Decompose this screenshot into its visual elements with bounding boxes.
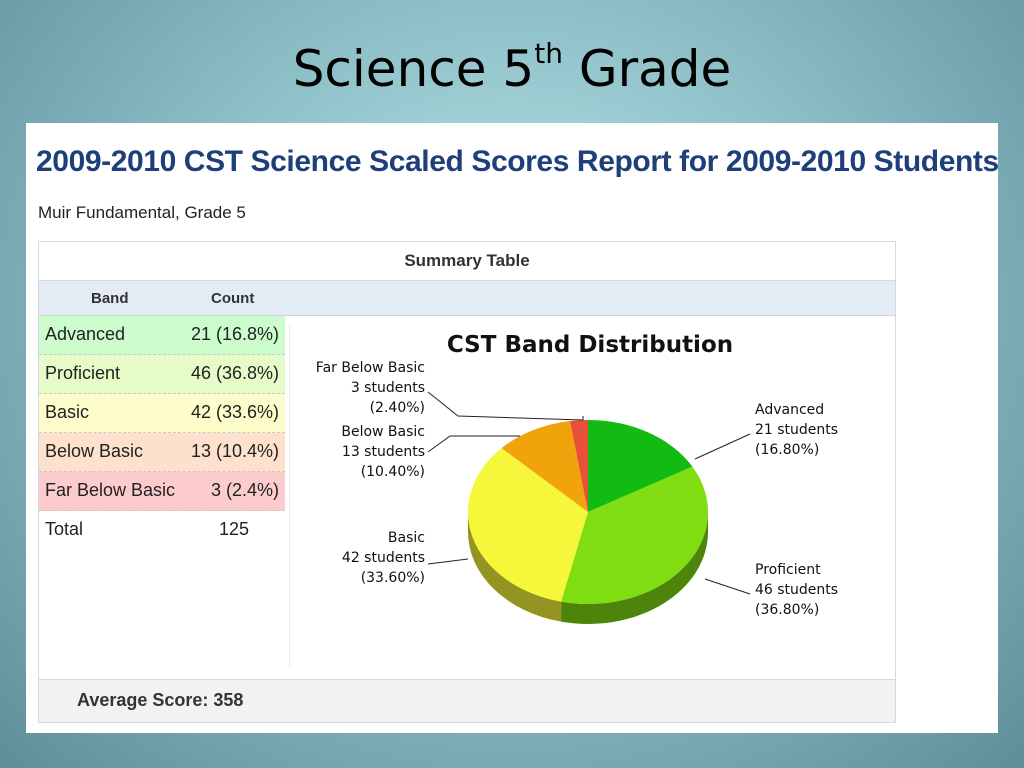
summary-table-heading: Summary Table <box>39 242 895 281</box>
average-score: Average Score: 358 <box>77 690 244 710</box>
slice-label-count-basic: 42 students <box>342 550 425 566</box>
table-row-far-below-basic: Far Below Basic 3 (2.4%) <box>39 472 285 511</box>
column-header-count: Count <box>211 290 255 307</box>
slice-label-count-advanced: 21 students <box>755 422 838 438</box>
slice-label-name-far-below-basic: Far Below Basic <box>316 360 425 376</box>
band-count: 21 (16.8%) <box>190 324 279 344</box>
band-count: 3 (2.4%) <box>210 480 279 500</box>
chart-area: CST Band Distribution Advanced 21 student… <box>289 324 888 668</box>
summary-rows: Advanced 21 (16.8%) Proficient 46 (36.8%… <box>39 316 285 549</box>
slice-label-percent-proficient: (36.80%) <box>755 602 819 618</box>
band-count: 42 (33.6%) <box>190 402 279 422</box>
slice-label-percent-below-basic: (10.40%) <box>361 464 425 480</box>
slice-label-percent-far-below-basic: (2.40%) <box>370 400 425 416</box>
band-count: 46 (36.8%) <box>190 363 279 383</box>
slide-title-main: Science 5 <box>292 40 535 98</box>
slice-label-percent-basic: (33.60%) <box>361 570 425 586</box>
column-header-row: Band Count <box>39 281 895 316</box>
band-name: Proficient <box>45 363 121 383</box>
table-row-below-basic: Below Basic 13 (10.4%) <box>39 433 285 472</box>
summary-box: Summary Table Band Count Advanced 21 (16… <box>38 241 896 723</box>
slide-title-superscript: th <box>534 37 563 70</box>
pie-side-proficient <box>561 512 708 624</box>
report-title: 2009-2010 CST Science Scaled Scores Repo… <box>36 145 999 178</box>
pie-slice-far-below-basic <box>569 420 588 512</box>
slice-label-name-below-basic: Below Basic <box>341 424 425 440</box>
band-name: Total <box>45 519 84 539</box>
slice-label-name-basic: Basic <box>388 530 425 546</box>
slice-label-name-proficient: Proficient <box>755 562 821 578</box>
leader-line-below-basic <box>427 435 520 453</box>
slice-label-name-advanced: Advanced <box>755 402 824 418</box>
column-header-band: Band <box>91 290 129 307</box>
table-row-basic: Basic 42 (33.6%) <box>39 394 285 433</box>
pie-side-basic <box>468 512 562 622</box>
pie-chart: CST Band Distribution Advanced 21 student… <box>316 332 838 624</box>
chart-title: CST Band Distribution <box>447 332 733 358</box>
slide-title: Science 5th Grade <box>0 40 1024 95</box>
leader-line-basic <box>427 558 469 565</box>
slice-label-count-proficient: 46 students <box>755 582 838 598</box>
table-row-advanced: Advanced 21 (16.8%) <box>39 316 285 355</box>
slice-label-percent-advanced: (16.80%) <box>755 442 819 458</box>
pie-slice-advanced <box>588 420 693 512</box>
band-name: Basic <box>45 402 90 422</box>
report-panel: 2009-2010 CST Science Scaled Scores Repo… <box>26 123 999 733</box>
summary-footer: Average Score: 358 <box>39 679 895 722</box>
pie-slice-below-basic <box>501 421 588 512</box>
slice-label-count-far-below-basic: 3 students <box>351 380 425 396</box>
report-subtitle: Muir Fundamental, Grade 5 <box>38 203 246 222</box>
leader-line-far-below-basic <box>427 391 584 421</box>
band-name: Far Below Basic <box>45 480 176 500</box>
band-name: Advanced <box>45 324 126 344</box>
pie-slice-basic <box>468 448 588 602</box>
slice-label-count-below-basic: 13 students <box>342 444 425 460</box>
slide-title-end: Grade <box>562 40 732 98</box>
table-row-total: Total 125 <box>39 511 285 549</box>
table-row-proficient: Proficient 46 (36.8%) <box>39 355 285 394</box>
pie-slice-proficient <box>561 466 708 604</box>
band-count: 125 <box>218 519 249 539</box>
band-name: Below Basic <box>45 441 144 461</box>
leader-line-proficient <box>704 578 751 595</box>
band-count: 13 (10.4%) <box>190 441 279 461</box>
leader-line-advanced <box>694 433 751 460</box>
